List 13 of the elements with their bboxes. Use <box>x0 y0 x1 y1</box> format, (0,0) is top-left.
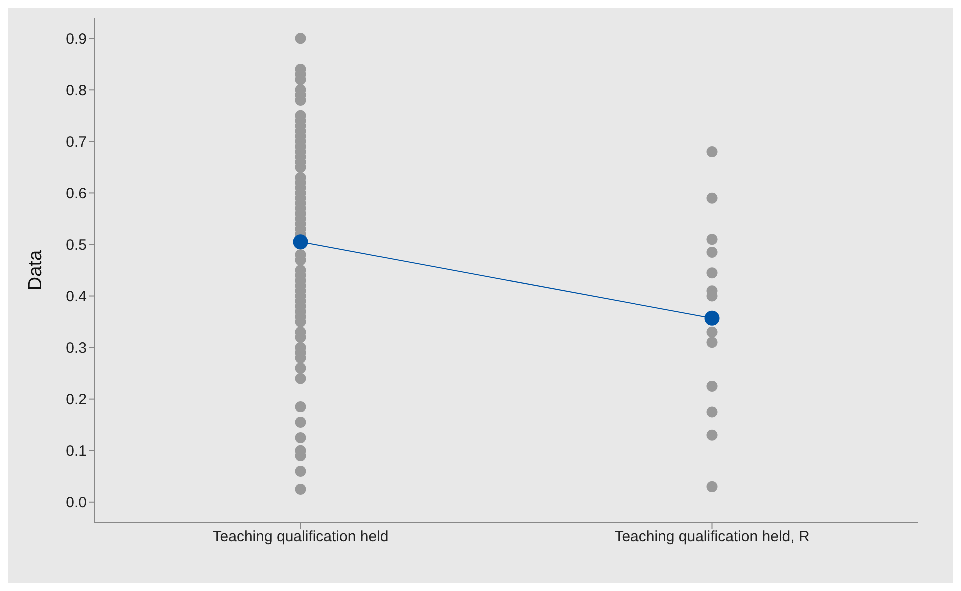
y-tick-label: 0.4 <box>66 288 87 306</box>
y-tick-label: 0.1 <box>66 443 87 460</box>
y-axis-title: Data <box>26 250 47 291</box>
y-tick-label: 0.9 <box>66 30 87 48</box>
x-tick-label: Teaching qualification held <box>212 528 389 546</box>
y-tick-label: 0.5 <box>66 237 87 254</box>
y-tick-label: 0.0 <box>66 494 87 512</box>
y-tick-label: 0.8 <box>66 82 87 100</box>
y-tick-label: 0.7 <box>66 134 87 151</box>
y-tick-label: 0.3 <box>66 340 87 358</box>
y-tick-label: 0.6 <box>66 186 87 203</box>
x-tick-label: Teaching qualification held, R <box>614 528 810 546</box>
y-tick-label: 0.2 <box>66 392 87 409</box>
